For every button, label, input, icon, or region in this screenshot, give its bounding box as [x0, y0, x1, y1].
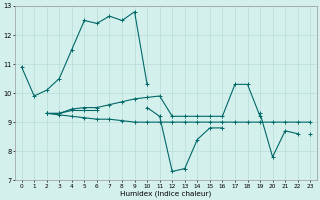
X-axis label: Humidex (Indice chaleur): Humidex (Indice chaleur) — [120, 190, 212, 197]
